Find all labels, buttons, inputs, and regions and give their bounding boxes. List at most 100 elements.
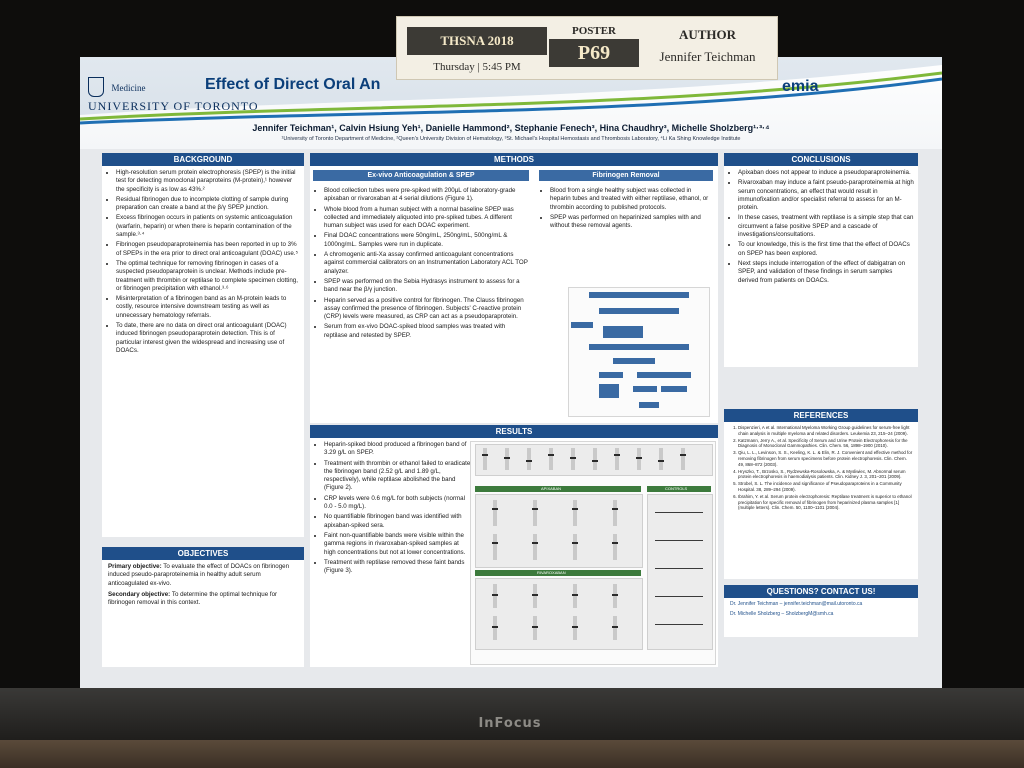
list-item: Whole blood from a human subject with a … (324, 206, 528, 231)
poster-affiliations: ¹University of Toronto Department of Med… (281, 136, 741, 142)
control-trace (655, 540, 703, 541)
conclusions-list: Apixaban does not appear to induce a pse… (724, 166, 918, 285)
list-item: Heparin-spiked blood produced a fibrinog… (324, 441, 472, 458)
conclusions-section: CONCLUSIONS Apixaban does not appear to … (724, 153, 918, 367)
gel-band (612, 508, 618, 510)
flow-step (633, 386, 657, 392)
gel-band (504, 457, 510, 459)
card-author-label: AUTHOR (678, 27, 737, 42)
list-item: No quantifiable fibrinogen band was iden… (324, 513, 472, 530)
methods-left: Ex-vivo Anticoagulation & SPEP Blood col… (310, 168, 532, 342)
session-card: THSNA 2018 Thursday | 5:45 PM POSTER P69… (396, 16, 778, 80)
list-item: Faint non-quantifiable bands were visibl… (324, 532, 472, 557)
gel-band (492, 508, 498, 510)
gel-band (658, 460, 664, 462)
gel-band (612, 542, 618, 544)
flow-step (589, 292, 689, 298)
gel-band (636, 457, 642, 459)
list-item: High-resolution serum protein electropho… (116, 169, 300, 194)
gel-band (548, 454, 554, 456)
gel-band (572, 626, 578, 628)
flow-step (599, 384, 619, 398)
list-item: To our knowledge, this is the first time… (738, 241, 914, 258)
flow-step (589, 344, 689, 350)
gel-lane (637, 448, 641, 470)
rivaroxaban-gels (475, 578, 643, 650)
gel-lane (533, 584, 537, 608)
primary-objective-text: To evaluate the effect of DOACs on fibri… (108, 563, 290, 587)
results-list: Heparin-spiked blood produced a fibrinog… (310, 438, 476, 575)
rivaroxaban-label: RIVAROXABAN (537, 570, 566, 575)
list-item: Serum from ex-vivo DOAC-spiked blood sam… (324, 323, 528, 340)
methods-right: Fibrinogen Removal Blood from a single h… (536, 168, 716, 232)
control-trace (655, 596, 703, 597)
gel-lane (613, 534, 617, 560)
flow-step (661, 386, 687, 392)
card-poster-label: POSTER (571, 25, 616, 37)
background-section: BACKGROUND High-resolution serum protein… (102, 153, 304, 537)
references-section: REFERENCES Dispenzieri, A et al. Interna… (724, 409, 918, 579)
gel-lane (533, 616, 537, 640)
secondary-objective-label: Secondary objective: (108, 590, 171, 598)
background-list: High-resolution serum protein electropho… (102, 166, 304, 355)
flow-step (637, 372, 691, 378)
list-item: Treatment with reptilase removed these f… (324, 559, 472, 576)
gel-lane (613, 500, 617, 526)
gel-lane (573, 584, 577, 608)
card-event: THSNA 2018 (407, 27, 547, 55)
control-traces (647, 494, 713, 650)
contact-line-2: Dr. Michelle Sholzberg – SholzbergM@smh.… (730, 611, 834, 617)
contact-line-1: Dr. Jennifer Teichman – jennifer.teichma… (730, 601, 863, 607)
control-trace (655, 512, 703, 513)
gel-band (532, 626, 538, 628)
gel-lane (613, 616, 617, 640)
list-item: Next steps include interrogation of the … (738, 260, 914, 285)
objectives-section: OBJECTIVES Primary objective: To evaluat… (102, 547, 304, 667)
background-heading: BACKGROUND (102, 153, 304, 166)
gel-lane (493, 534, 497, 560)
crest-icon (88, 77, 104, 97)
list-item: Misinterpretation of a fibrinogen band a… (116, 295, 300, 320)
gel-lane (533, 500, 537, 526)
results-section: RESULTS Heparin-spiked blood produced a … (310, 425, 718, 667)
list-item: Treatment with thrombin or ethanol faile… (324, 460, 472, 493)
list-item: Final DOAC concentrations were 50ng/mL, … (324, 232, 528, 249)
card-event-cell: THSNA 2018 Thursday | 5:45 PM (407, 17, 547, 79)
gel-band (612, 626, 618, 628)
gel-band (492, 542, 498, 544)
gel-lane (505, 448, 509, 470)
table-surface (0, 740, 1024, 768)
gel-lane (593, 448, 597, 470)
references-list: Dispenzieri, A et al. International Myel… (724, 422, 918, 511)
gel-band (492, 626, 498, 628)
poster-title-right: emia (782, 78, 819, 95)
gel-band (572, 508, 578, 510)
methods-sub1: Ex-vivo Anticoagulation & SPEP (313, 170, 529, 181)
references-heading: REFERENCES (724, 409, 918, 422)
logo-university: UNIVERSITY OF TORONTO (88, 99, 259, 113)
flow-step (613, 358, 655, 364)
uoft-logo: Medicine UNIVERSITY OF TORONTO (88, 77, 259, 114)
list-item: Strobel, S. L. The incidence and signifi… (738, 481, 914, 493)
list-item: Hryszko, T., Brzosko, S., Rydzewska-Roso… (738, 469, 914, 481)
gel-band (572, 542, 578, 544)
results-heading: RESULTS (310, 425, 718, 438)
list-item: Fibrinogen pseudoparaproteinemia has bee… (116, 241, 300, 258)
list-item: SPEP was performed on the Sebia Hydrasys… (324, 278, 528, 295)
gel-band (482, 454, 488, 456)
methods-sub2: Fibrinogen Removal (539, 170, 713, 181)
card-author-cell: AUTHOR Jennifer Teichman (645, 17, 770, 79)
gel-band (572, 594, 578, 596)
gel-lane (549, 448, 553, 470)
methods-section: METHODS Ex-vivo Anticoagulation & SPEP B… (310, 153, 718, 423)
poster: Medicine UNIVERSITY OF TORONTO Effect of… (80, 57, 942, 693)
list-item: Heparin served as a positive control for… (324, 297, 528, 322)
flow-step (571, 322, 593, 328)
results-figures: APIXABAN CONTROLS RIVAROXABAN (470, 441, 716, 665)
list-item: Blood collection tubes were pre-spiked w… (324, 187, 528, 204)
poster-authors: Jennifer Teichman¹, Calvin Hsiung Yeh¹, … (252, 123, 770, 133)
list-item: To date, there are no data on direct ora… (116, 322, 300, 355)
control-trace (655, 624, 703, 625)
methods-heading: METHODS (310, 153, 718, 166)
gel-lane (573, 534, 577, 560)
